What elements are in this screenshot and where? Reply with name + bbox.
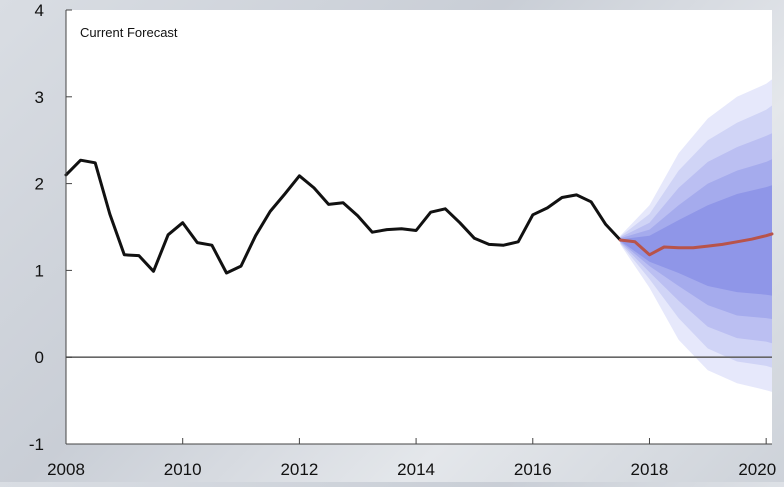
x-tick-label: 2008 [47, 460, 85, 479]
history-line [64, 158, 622, 275]
x-tick-label: 2016 [514, 460, 552, 479]
y-tick-label: 0 [35, 348, 44, 367]
y-tick-label: 3 [35, 88, 44, 107]
forecast-line [618, 232, 774, 257]
y-axis-ticks: -1 0 1 2 3 4 [29, 1, 72, 454]
y-tick-label: 2 [35, 175, 44, 194]
x-tick-label: 2010 [164, 460, 202, 479]
x-tick-label: 2014 [397, 460, 435, 479]
chart-title: Current Forecast [80, 25, 178, 40]
axes [65, 10, 772, 445]
x-tick-label: 2018 [631, 460, 669, 479]
x-tick-label: 2012 [280, 460, 318, 479]
fan-band-5 [620, 185, 772, 296]
x-axis-ticks: 2008 2010 2012 2014 2016 2018 2020 [47, 438, 776, 479]
y-tick-label: 1 [35, 261, 44, 280]
y-tick-label: 4 [35, 1, 44, 20]
x-tick-label: 2020 [738, 460, 776, 479]
series-lines [64, 158, 774, 275]
fan-bands [620, 79, 772, 392]
y-tick-label: -1 [29, 435, 44, 454]
